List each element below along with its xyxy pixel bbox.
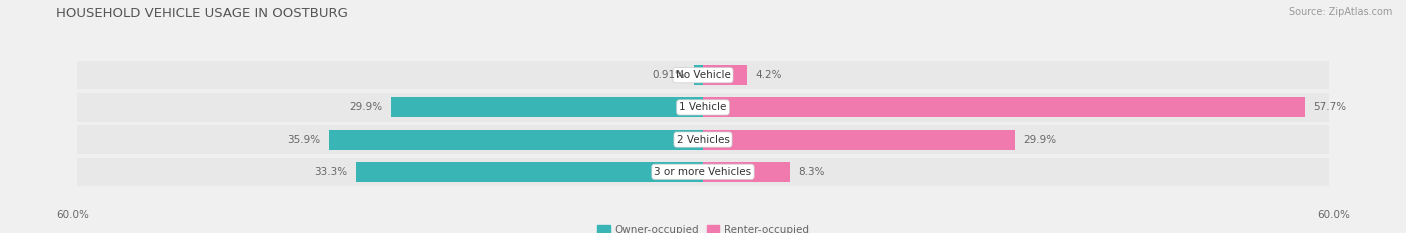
Bar bbox=[693, 65, 703, 85]
Text: 2 Vehicles: 2 Vehicles bbox=[676, 135, 730, 145]
Text: 3 or more Vehicles: 3 or more Vehicles bbox=[654, 167, 752, 177]
Legend: Owner-occupied, Renter-occupied: Owner-occupied, Renter-occupied bbox=[593, 221, 813, 233]
Bar bbox=[77, 125, 1329, 154]
Bar bbox=[703, 65, 747, 85]
Bar bbox=[77, 158, 1329, 186]
Bar bbox=[77, 93, 1329, 122]
Text: 8.3%: 8.3% bbox=[799, 167, 824, 177]
Text: 33.3%: 33.3% bbox=[314, 167, 347, 177]
Text: 29.9%: 29.9% bbox=[1024, 135, 1056, 145]
Text: 60.0%: 60.0% bbox=[1317, 210, 1350, 220]
Bar bbox=[703, 130, 1015, 150]
Bar bbox=[356, 162, 703, 182]
Bar bbox=[329, 130, 703, 150]
Text: No Vehicle: No Vehicle bbox=[675, 70, 731, 80]
Text: HOUSEHOLD VEHICLE USAGE IN OOSTBURG: HOUSEHOLD VEHICLE USAGE IN OOSTBURG bbox=[56, 7, 349, 20]
Text: 57.7%: 57.7% bbox=[1313, 102, 1347, 112]
Bar bbox=[703, 97, 1305, 117]
Bar bbox=[703, 162, 790, 182]
Bar bbox=[77, 61, 1329, 89]
Text: 4.2%: 4.2% bbox=[755, 70, 782, 80]
Text: 0.91%: 0.91% bbox=[652, 70, 685, 80]
Text: 1 Vehicle: 1 Vehicle bbox=[679, 102, 727, 112]
Text: 35.9%: 35.9% bbox=[287, 135, 321, 145]
Bar bbox=[391, 97, 703, 117]
Text: 60.0%: 60.0% bbox=[56, 210, 89, 220]
Text: Source: ZipAtlas.com: Source: ZipAtlas.com bbox=[1288, 7, 1392, 17]
Text: 29.9%: 29.9% bbox=[350, 102, 382, 112]
